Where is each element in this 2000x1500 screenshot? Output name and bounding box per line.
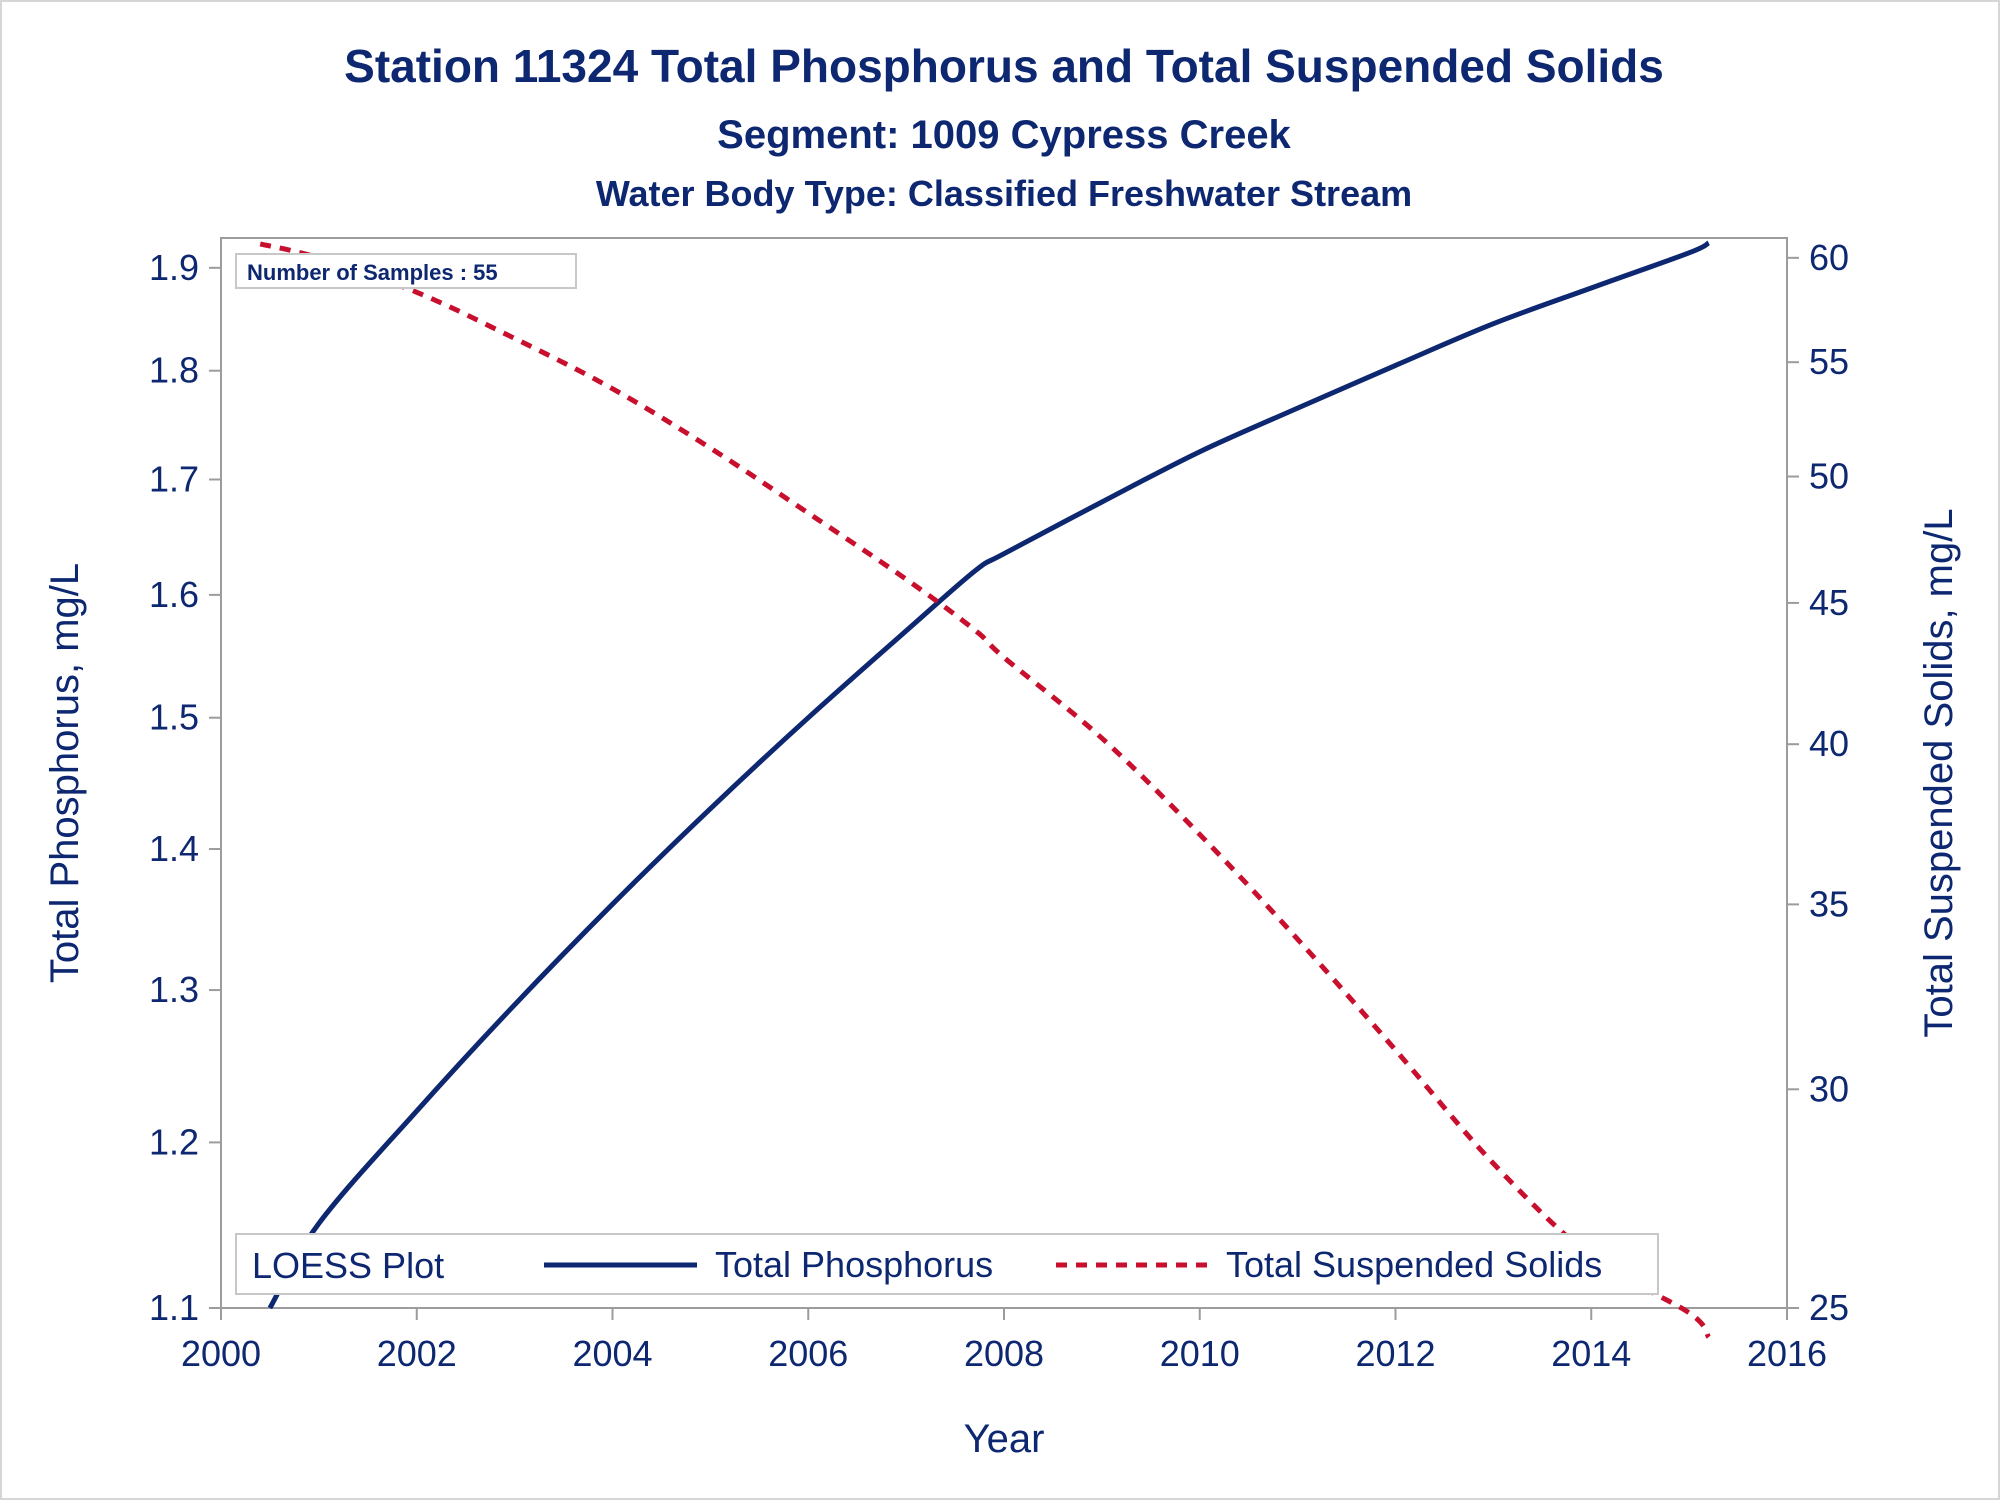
x-tick-label: 2014 xyxy=(1551,1333,1631,1374)
y2-tick-label: 25 xyxy=(1809,1287,1849,1328)
y2-tick-label: 40 xyxy=(1809,723,1849,764)
y-tick-label: 1.3 xyxy=(149,969,199,1010)
legend: LOESS Plot Total Phosphorus Total Suspen… xyxy=(235,1233,1659,1295)
y-tick-label: 1.2 xyxy=(149,1121,199,1162)
y-tick-label: 1.7 xyxy=(149,459,199,500)
chart-subtitle-2: Water Body Type: Classified Freshwater S… xyxy=(596,173,1412,214)
y2-tick-label: 35 xyxy=(1809,883,1849,924)
y-tick-label: 1.6 xyxy=(149,574,199,615)
x-tick-label: 2006 xyxy=(768,1333,848,1374)
x-axis: 2000 2002 2004 2006 2008 2010 2012 2014 2016 xyxy=(181,1308,1827,1374)
legend-label-total-phosphorus: Total Phosphorus xyxy=(715,1244,993,1285)
y2-tick-label: 55 xyxy=(1809,341,1849,382)
chart-title: Station 11324 Total Phosphorus and Total… xyxy=(344,40,1664,92)
series-line-total-phosphorus xyxy=(267,240,1711,1310)
x-axis-label: Year xyxy=(964,1417,1045,1461)
x-tick-label: 2012 xyxy=(1355,1333,1435,1374)
y2-axis-label: Total Suspended Solids, mg/L xyxy=(1917,508,1961,1037)
y2-tick-label: 30 xyxy=(1809,1068,1849,1109)
y-axis-label: Total Phosphorus, mg/L xyxy=(43,563,87,983)
chart-subtitle: Segment: 1009 Cypress Creek xyxy=(717,113,1291,157)
y-tick-label: 1.1 xyxy=(149,1287,199,1328)
series-line-total-suspended-solids xyxy=(259,241,1711,1339)
y2-tick-label: 60 xyxy=(1809,237,1849,278)
y-tick-label: 1.9 xyxy=(149,247,199,288)
x-tick-label: 2002 xyxy=(377,1333,457,1374)
x-tick-label: 2010 xyxy=(1160,1333,1240,1374)
y2-tick-label: 50 xyxy=(1809,456,1849,497)
sample-count-box xyxy=(235,253,577,289)
series-layer xyxy=(259,240,1711,1339)
y-tick-label: 1.8 xyxy=(149,350,199,391)
y-axis-left: 1.1 1.2 1.3 1.4 1.5 1.6 1.7 1.8 1.9 xyxy=(149,247,221,1328)
x-tick-label: 2016 xyxy=(1747,1333,1827,1374)
y2-tick-label: 45 xyxy=(1809,582,1849,623)
legend-label-total-suspended-solids: Total Suspended Solids xyxy=(1226,1244,1602,1285)
legend-title: LOESS Plot xyxy=(252,1245,444,1286)
y-tick-label: 1.4 xyxy=(149,828,199,869)
x-tick-label: 2000 xyxy=(181,1333,261,1374)
x-tick-label: 2008 xyxy=(964,1333,1044,1374)
sample-count-text: Number of Samples : 55 xyxy=(247,260,498,285)
legend-box xyxy=(235,1233,1659,1295)
x-tick-label: 2004 xyxy=(572,1333,652,1374)
y-axis-right: 25 30 35 40 45 50 55 60 xyxy=(1787,237,1849,1328)
y-tick-label: 1.5 xyxy=(149,697,199,738)
sample-count-inset: Number of Samples : 55 xyxy=(235,253,577,289)
